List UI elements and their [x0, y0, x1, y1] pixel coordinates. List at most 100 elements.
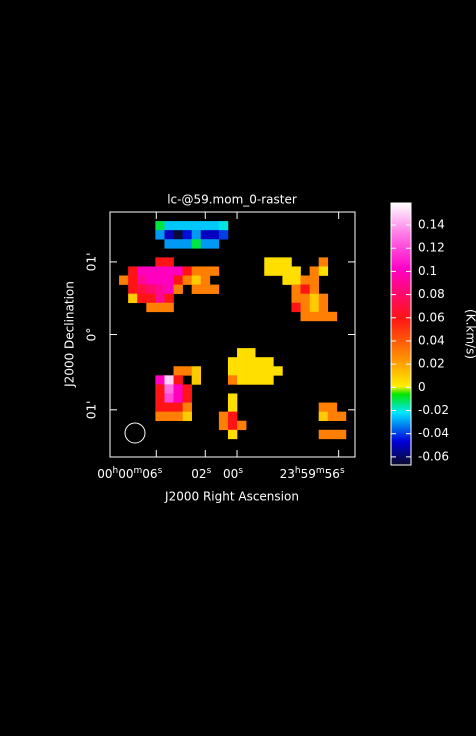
pixel [209, 284, 220, 294]
pixel [173, 384, 183, 394]
pixel [264, 357, 274, 367]
pixel [182, 266, 192, 276]
pixel [191, 375, 202, 385]
pixel [182, 239, 192, 249]
pixel [318, 302, 329, 313]
pixel [128, 275, 138, 285]
pixel [318, 293, 329, 304]
pixel [200, 230, 211, 240]
y-tick-label: 0° [85, 328, 99, 342]
colorbar-tick-label: 0.02 [418, 357, 445, 371]
pixel [300, 284, 310, 294]
pixel [119, 275, 129, 285]
pixel [327, 429, 338, 440]
pixel [155, 302, 165, 313]
pixel [227, 429, 238, 440]
pixel [227, 411, 238, 422]
colorbar-tick-label: -0.06 [418, 449, 449, 463]
pixel [182, 411, 192, 422]
colorbar-tick-label: 0.1 [418, 264, 437, 278]
pixel [291, 275, 301, 285]
pixel [164, 375, 174, 385]
pixel [137, 275, 147, 285]
pixel [155, 275, 165, 285]
pixel [227, 420, 238, 431]
pixel [182, 393, 192, 403]
pixel [237, 357, 247, 367]
pixel [146, 284, 156, 294]
pixel [146, 266, 156, 276]
y-tick-label: 01' [85, 401, 99, 420]
pixel [291, 293, 301, 304]
pixel [282, 275, 292, 285]
pixel [182, 384, 192, 394]
pixel [137, 266, 147, 276]
pixel [164, 384, 174, 394]
pixel [218, 230, 229, 240]
pixel [309, 302, 320, 313]
colorbar-tick-label: 0 [418, 380, 426, 394]
pixel [309, 311, 320, 322]
pixel [318, 257, 329, 267]
pixel [300, 275, 310, 285]
pixel [164, 402, 174, 412]
pixel [300, 302, 310, 313]
pixel [182, 366, 192, 376]
pixel [155, 230, 165, 240]
pixel [191, 221, 202, 231]
pixel [300, 293, 310, 304]
pixel [191, 239, 202, 249]
pixel [246, 366, 256, 376]
pixel [309, 284, 320, 294]
pixel [318, 311, 329, 322]
pixel [173, 375, 183, 385]
pixel [291, 284, 301, 294]
pixel [164, 257, 174, 267]
pixel [218, 221, 229, 231]
pixel [182, 402, 192, 412]
colorbar-tick-label: -0.02 [418, 403, 449, 417]
y-axis-label: J2000 Declination [63, 281, 77, 388]
pixel [182, 230, 192, 240]
pixel [128, 293, 138, 304]
pixel [255, 366, 265, 376]
pixel [191, 266, 202, 276]
x-axis-label: J2000 Right Ascension [164, 490, 299, 504]
pixel [318, 266, 329, 276]
colorbar-tick-label: 0.06 [418, 310, 445, 324]
beam [124, 422, 146, 444]
pixel [327, 311, 338, 322]
pixel [128, 266, 138, 276]
pixel [173, 402, 183, 412]
pixel [182, 275, 192, 285]
pixel [318, 429, 329, 440]
x-tick-label: 00s​ [223, 466, 243, 481]
pixel [273, 366, 283, 376]
pixel [218, 411, 229, 422]
pixel [155, 221, 165, 231]
pixel [173, 366, 183, 376]
pixel [164, 411, 174, 422]
pixel [309, 275, 320, 285]
pixel [173, 284, 183, 294]
pixel [327, 411, 338, 422]
colorbar-tick-label: 0.08 [418, 287, 445, 301]
pixel [128, 284, 138, 294]
pixel [318, 411, 329, 422]
pixel [237, 366, 247, 376]
x-tick-label: 00h​00m​06s​ [97, 466, 162, 481]
pixel [209, 239, 220, 249]
pixel [200, 284, 211, 294]
pixel [173, 411, 183, 422]
pixel [246, 348, 256, 358]
pixel [264, 266, 274, 276]
pixel [155, 284, 165, 294]
pixel [309, 293, 320, 304]
pixel [200, 266, 211, 276]
colorbar [390, 202, 412, 466]
pixel [273, 257, 283, 267]
pixel [164, 239, 174, 249]
pixel [227, 366, 238, 376]
pixel [173, 230, 183, 240]
pixel [336, 429, 347, 440]
